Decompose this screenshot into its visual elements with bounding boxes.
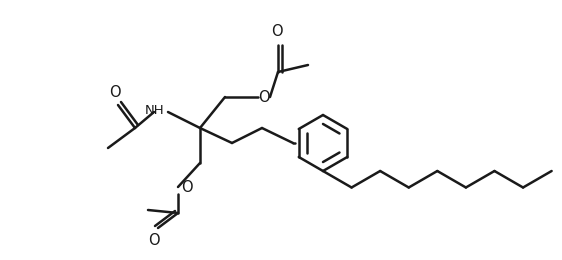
Text: NH: NH	[144, 103, 164, 116]
Text: O: O	[181, 179, 193, 194]
Text: O: O	[271, 24, 283, 39]
Text: O: O	[109, 85, 121, 100]
Text: O: O	[258, 89, 270, 105]
Text: O: O	[148, 233, 160, 248]
